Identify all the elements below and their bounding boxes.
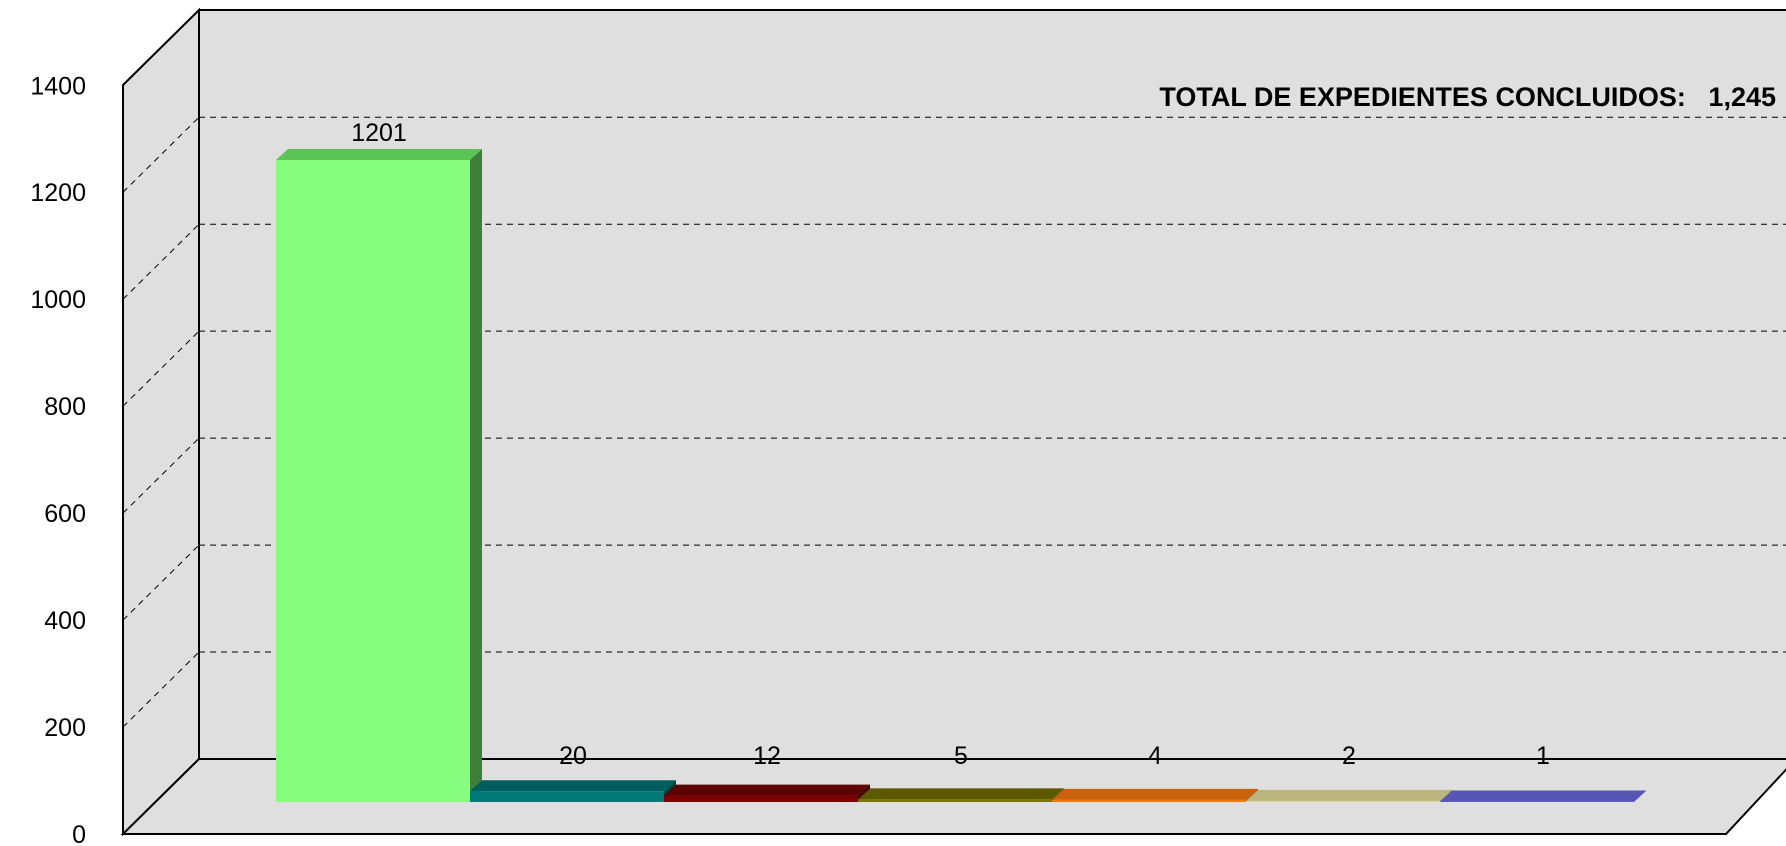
- data-label: 1: [1536, 742, 1550, 770]
- y-tick-label: 600: [44, 500, 86, 528]
- bar-front-face: [858, 799, 1052, 802]
- bar-top-face: [664, 784, 870, 796]
- bar-top-face: [276, 149, 482, 160]
- bar-front-face: [1440, 801, 1634, 802]
- gridline-side: [122, 116, 200, 193]
- bar-top-face: [1052, 788, 1258, 800]
- bar-front-face: [1246, 800, 1440, 802]
- bar: [1052, 788, 1258, 802]
- bar: [664, 784, 870, 802]
- data-label: 4: [1148, 742, 1162, 770]
- total-annotation: TOTAL DE EXPEDIENTES CONCLUIDOS: 1,245: [1159, 82, 1776, 112]
- bar-top-face: [470, 780, 676, 792]
- bar-front-face: [664, 795, 858, 802]
- bar-side-face: [1634, 790, 1646, 802]
- data-label: 5: [954, 742, 968, 770]
- gridline-side: [122, 651, 200, 728]
- bar-top-face: [858, 788, 1064, 800]
- y-tick-label: 1200: [30, 179, 86, 207]
- gridline-side: [122, 330, 200, 407]
- gridline-side: [122, 223, 200, 300]
- bar: [1246, 789, 1452, 802]
- bar-side-face: [470, 149, 482, 802]
- y-tick-label: 400: [44, 607, 86, 635]
- bar: [858, 788, 1064, 802]
- bar: [470, 780, 676, 802]
- y-axis-ticks: 0 200 400 600 800 1000 1200 1400: [30, 72, 86, 846]
- bar-top-face: [1246, 789, 1452, 801]
- y-tick-label: 800: [44, 393, 86, 421]
- data-label: 1201: [351, 119, 407, 147]
- bar: [1440, 790, 1646, 802]
- data-labels: 1201 20 12 5 4 2 1: [351, 119, 1550, 770]
- side-wall: [122, 7, 200, 837]
- data-label: 2: [1342, 742, 1356, 770]
- y-tick-label: 1000: [30, 286, 86, 314]
- bar-top-face: [1440, 790, 1646, 802]
- gridline-side: [122, 437, 200, 514]
- gridline-side: [122, 544, 200, 621]
- data-label: 12: [753, 742, 781, 770]
- bar-front-face: [1052, 799, 1246, 802]
- bar-front-face: [470, 791, 664, 802]
- y-tick-label: 1400: [30, 72, 86, 100]
- bars: [276, 149, 1646, 802]
- y-tick-label: 200: [44, 714, 86, 742]
- bar: [276, 149, 482, 802]
- y-tick-label: 0: [72, 821, 86, 846]
- data-label: 20: [559, 742, 587, 770]
- bar-front-face: [276, 160, 470, 802]
